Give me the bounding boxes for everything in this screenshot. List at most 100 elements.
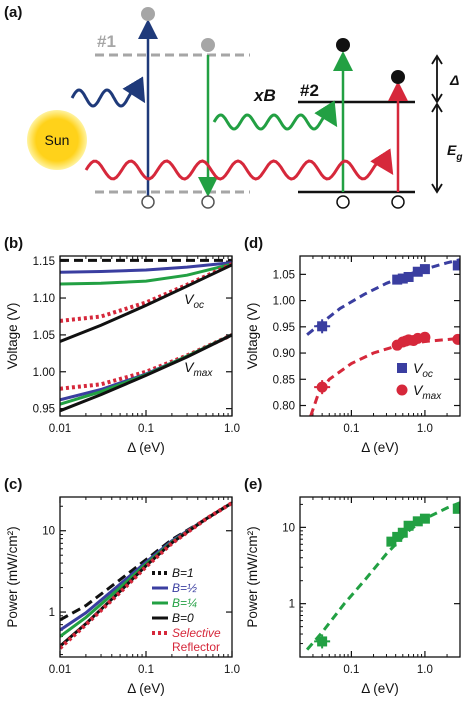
- photon-navy: [70, 76, 146, 108]
- hole-3: [336, 195, 350, 209]
- data-point: [397, 527, 408, 538]
- x-tick-label: 1.0: [417, 423, 433, 435]
- level-2-label: #2: [300, 81, 319, 100]
- y-tick-label: 10: [282, 522, 295, 534]
- delta-label: Δ: [449, 72, 459, 88]
- plot-area-e: [305, 501, 460, 651]
- x-tick-label: 0.1: [138, 423, 154, 435]
- series-line-4: [60, 501, 232, 648]
- data-point: [419, 331, 431, 343]
- data-point: [317, 321, 328, 332]
- y-tick-label: 0.85: [273, 374, 295, 386]
- series-line-3: [60, 262, 232, 286]
- data-point: [412, 516, 423, 527]
- plot-area-d: [306, 258, 460, 416]
- y-tick-label: 0.80: [273, 401, 295, 413]
- series-line-2: [60, 261, 232, 274]
- y-tick-label: 1: [289, 599, 295, 611]
- series-line-9: [60, 333, 232, 413]
- plot-frame: [59, 255, 233, 417]
- legend-marker: [396, 384, 408, 396]
- data-point: [403, 520, 414, 531]
- data-point: [392, 274, 403, 285]
- y-tick-label: 1.05: [273, 269, 295, 281]
- schematic-panel: (a) Sun #1 #2 xB Δ Eg: [4, 4, 462, 209]
- fit-curve-1: [305, 501, 460, 651]
- data-point: [397, 273, 408, 284]
- data-point: [386, 536, 397, 547]
- legend-marker: [397, 363, 407, 373]
- legend-label: Selective: [172, 626, 221, 640]
- x-tick-label: 0.1: [138, 664, 154, 676]
- x-axis-label: Δ (eV): [127, 681, 165, 696]
- data-point: [452, 333, 460, 345]
- sun-icon: [27, 110, 87, 170]
- fit-curve-1: [306, 258, 460, 336]
- series-annotation: Voc: [184, 291, 204, 311]
- legend-label: B=¼: [172, 596, 197, 610]
- series-line-6: [60, 333, 232, 391]
- y-tick-label: 1.05: [33, 330, 55, 342]
- level-1-label: #1: [97, 32, 116, 51]
- y-tick-label: 10: [42, 526, 55, 538]
- x-axis-label: Δ (eV): [361, 440, 399, 455]
- chart-b: (b) 0.01 0.1 1.0 0.95 1.00 1.05 1.10 1.15 Δ (eV) V…: [4, 235, 240, 455]
- hole-4: [391, 195, 405, 209]
- xb-label: xB: [253, 86, 276, 105]
- legend-label: B=0: [172, 611, 194, 625]
- sun-label: Sun: [45, 132, 70, 148]
- plot-area-c: [60, 501, 232, 650]
- chart-e: (e) 0.1 1.0 1 10 Δ (eV) Power (mW/cm²): [244, 476, 461, 696]
- series-line-5: [60, 263, 232, 343]
- plot-frame: [299, 255, 461, 417]
- y-tick-label: 0.95: [33, 404, 55, 416]
- plot-area-b: [60, 258, 232, 413]
- y-tick-label: 1.00: [33, 367, 55, 379]
- data-point: [392, 531, 403, 542]
- photon-red: [84, 148, 394, 181]
- y-tick-label: 0.95: [273, 322, 295, 334]
- x-tick-label: 1.0: [224, 664, 240, 676]
- photon-green: [212, 100, 338, 131]
- data-point: [452, 503, 460, 514]
- legend-label: B=½: [172, 581, 197, 595]
- y-axis-label: Power (mW/cm²): [245, 526, 260, 627]
- x-tick-label: 0.01: [49, 423, 71, 435]
- series-line-3: [60, 501, 232, 638]
- y-tick-label: 1.15: [33, 256, 55, 268]
- y-tick-label: 1.00: [273, 296, 295, 308]
- data-point: [316, 381, 328, 393]
- x-tick-label: 0.1: [343, 664, 359, 676]
- data-point: [419, 513, 430, 524]
- electron-3: [336, 38, 350, 52]
- y-tick-label: 1.10: [33, 293, 55, 305]
- eg-label: Eg: [447, 142, 462, 163]
- x-tick-label: 0.1: [343, 423, 359, 435]
- panel-label-e: (e): [244, 476, 262, 493]
- y-tick-label: 1: [49, 607, 55, 619]
- electron-2: [201, 38, 215, 52]
- data-point: [317, 636, 328, 647]
- fit-curve-2: [309, 336, 460, 416]
- charts-layer: (b) 0.01 0.1 1.0 0.95 1.00 1.05 1.10 1.15 Δ (eV) V…: [4, 235, 461, 696]
- electron-1: [141, 7, 155, 21]
- x-tick-label: 1.0: [417, 664, 433, 676]
- hole-1: [141, 195, 155, 209]
- chart-d: (d) 0.1 1.0 0.80 0.85 0.90 0.95 1.00 1.05 Δ (eV) V…: [244, 235, 461, 455]
- y-axis-label: Voltage (V): [245, 303, 260, 370]
- series-line-1: [60, 501, 232, 622]
- series-annotation: Vmax: [184, 359, 213, 379]
- y-axis-label: Power (mW/cm²): [5, 526, 20, 627]
- electron-4: [391, 70, 405, 84]
- data-point: [412, 266, 423, 277]
- data-point: [403, 271, 414, 282]
- x-axis-label: Δ (eV): [361, 681, 399, 696]
- plot-frame: [59, 496, 233, 658]
- y-tick-label: 0.90: [273, 348, 295, 360]
- x-tick-label: 1.0: [224, 423, 240, 435]
- y-axis-label: Voltage (V): [5, 303, 20, 370]
- legend-label: Voc: [413, 360, 433, 380]
- panel-label-b: (b): [4, 235, 23, 252]
